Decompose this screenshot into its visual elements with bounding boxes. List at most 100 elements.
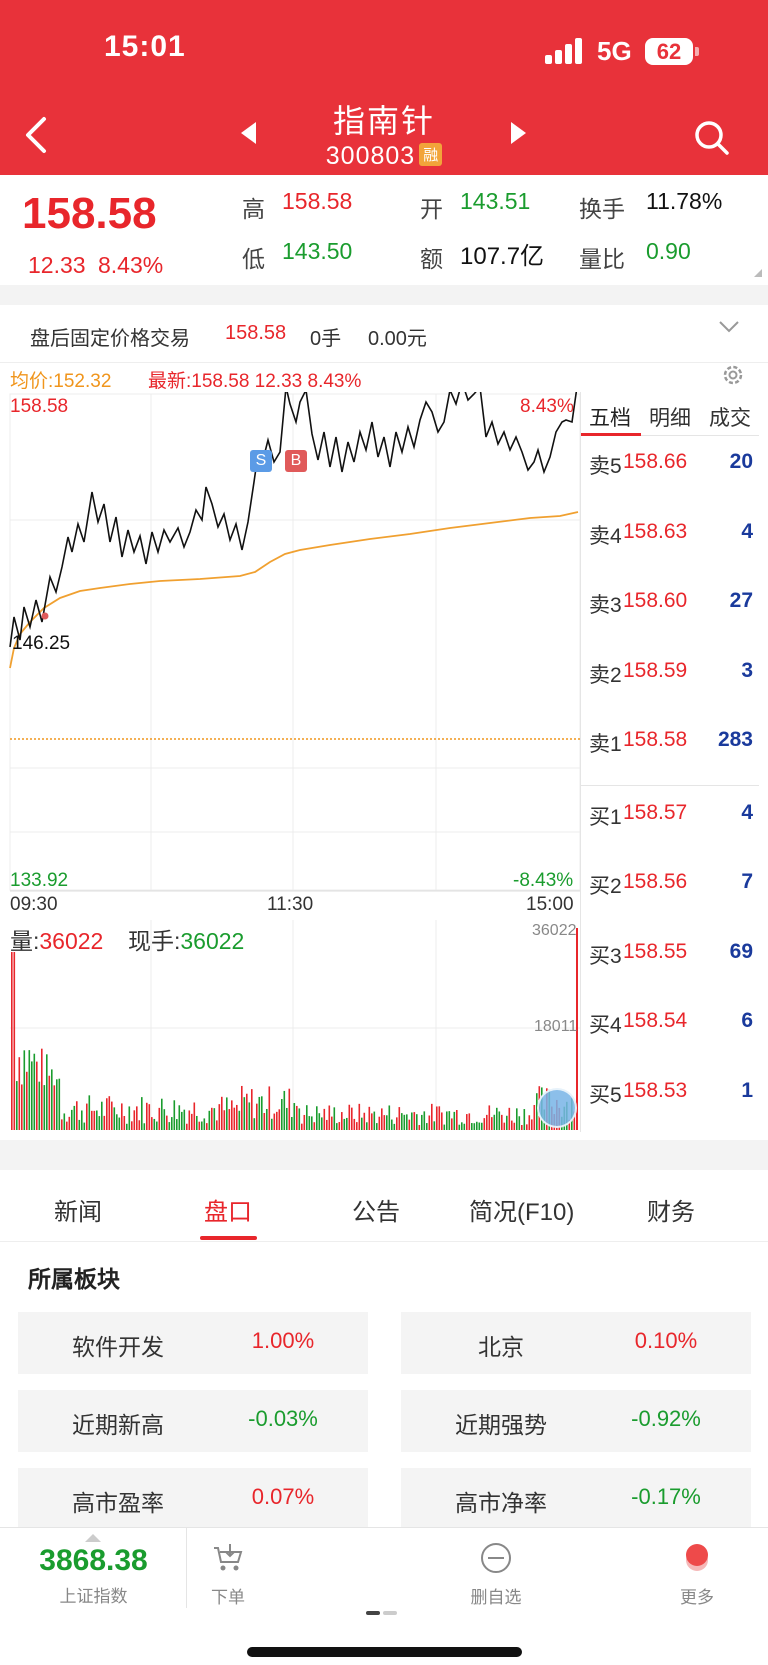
volume-bar [43,1085,46,1130]
tab-five-levels[interactable]: 五档 [589,407,631,430]
volume-bar [183,1109,186,1130]
volume-bar [483,1118,486,1130]
order-side-label: 卖1 [589,733,622,756]
intraday-chart[interactable] [0,392,580,892]
current-volume-label: 现手:36022 [128,922,244,956]
tab-trades[interactable]: 成交 [709,407,751,430]
chevron-down-icon[interactable] [718,320,740,334]
bid-row[interactable]: 买1 158.57 4 [581,801,759,831]
stock-name: 指南针 [332,103,435,139]
tab-f10[interactable]: 简况(F10) [469,1199,575,1226]
volume-bar [91,1110,93,1130]
order-quantity: 1 [741,1078,753,1102]
volume-bar [226,1097,228,1130]
volume-bar [493,1114,496,1130]
volume-bar [301,1123,303,1130]
volume-bar [176,1119,178,1130]
volume-bar [448,1111,451,1130]
bid-row[interactable]: 买3 158.55 69 [581,940,759,970]
tab-handicap[interactable]: 盘口 [204,1199,252,1226]
search-icon[interactable] [694,118,730,158]
sector-name: 北京 [478,1334,524,1360]
ask-row[interactable]: 卖5 158.66 20 [581,450,759,480]
chart-y-max-pct: 8.43% [520,396,574,417]
order-quantity: 20 [729,450,753,473]
volume-bar [401,1113,403,1130]
after-hours-volume: 0手 [310,328,342,350]
prev-stock-icon[interactable] [241,122,257,144]
bid-row[interactable]: 买5 158.53 1 [581,1079,759,1109]
tab-news[interactable]: 新闻 [54,1199,102,1226]
index-widget[interactable]: 3868.38 上证指数 [0,1528,187,1608]
order-price: 158.53 [623,1078,688,1102]
average-price-line [9,511,579,669]
volume-bar [336,1123,338,1130]
volume-bar [308,1116,311,1130]
order-side-label: 买2 [589,875,622,898]
volume-bar [408,1119,411,1130]
volume-bar [466,1114,468,1130]
volume-bar [78,1119,81,1130]
floating-assistant-button[interactable] [537,1088,577,1128]
order-button[interactable]: 下单 [183,1542,273,1608]
tab-details[interactable]: 明细 [649,407,691,430]
order-price: 158.66 [623,450,688,473]
expand-corner-icon[interactable] [754,269,762,277]
volume-bar [271,1118,273,1130]
network-type: 5G [597,36,632,66]
volume-bar [283,1090,286,1130]
volume-bar [238,1110,241,1130]
order-book-tabs: 五档 明细 成交 [581,392,759,436]
sector-card[interactable]: 近期新高 -0.03% [18,1390,368,1452]
volume-bar [476,1121,478,1130]
volume-bar [278,1109,281,1130]
volume-label-text: 量: [10,928,40,954]
last-price: 158.58 [22,189,157,238]
order-price: 158.54 [623,1009,688,1032]
volume-bar [486,1114,488,1130]
buy-signal-marker[interactable]: B [285,450,307,472]
after-hours-row[interactable]: 盘后固定价格交易 158.58 0手 0.00元 [0,305,768,363]
volume-bar [108,1096,111,1130]
ask-row[interactable]: 卖4 158.63 4 [581,520,759,550]
time-label-start: 09:30 [10,894,58,915]
ask-row[interactable]: 卖1 158.58 283 [581,728,759,758]
after-hours-label: 盘后固定价格交易 [30,328,190,350]
volume-bar [311,1116,313,1130]
change-amount: 12.33 [28,252,86,278]
volume-bar [241,1085,243,1130]
volume-bar [166,1115,168,1130]
open-label: 开 [420,196,443,222]
tab-announcements[interactable]: 公告 [352,1199,400,1226]
next-stock-icon[interactable] [510,122,526,144]
volume-bars [11,928,578,1130]
order-quantity: 283 [717,728,753,751]
ask-row[interactable]: 卖2 158.59 3 [581,659,759,689]
volume-bar [498,1111,501,1130]
volume-bar [58,1078,61,1130]
order-quantity: 3 [741,658,753,682]
volume-bar [296,1105,298,1130]
volume-bar [248,1102,251,1130]
volume-bar [16,1081,18,1130]
volume-bar [161,1098,163,1130]
remove-watchlist-label: 删自选 [470,1588,522,1607]
volume-bar [236,1104,238,1130]
back-icon[interactable] [22,115,52,155]
volume-bar [113,1107,116,1130]
sector-card[interactable]: 高市净率 -0.17% [401,1468,751,1530]
sell-signal-marker[interactable]: S [250,450,272,472]
bid-row[interactable]: 买2 158.56 7 [581,870,759,900]
sector-card[interactable]: 北京 0.10% [401,1312,751,1374]
sector-card[interactable]: 高市盈率 0.07% [18,1468,368,1530]
sector-card[interactable]: 近期强势 -0.92% [401,1390,751,1452]
tab-finance[interactable]: 财务 [647,1199,695,1226]
bid-row[interactable]: 买4 158.54 6 [581,1009,759,1039]
ask-row[interactable]: 卖3 158.60 27 [581,589,759,619]
volume-bar [208,1110,211,1130]
index-name: 上证指数 [59,1587,128,1606]
more-button[interactable]: 更多 [652,1542,742,1608]
sector-card[interactable]: 软件开发 1.00% [18,1312,368,1374]
gear-icon[interactable] [720,362,746,388]
remove-watchlist-button[interactable]: 删自选 [451,1542,541,1608]
